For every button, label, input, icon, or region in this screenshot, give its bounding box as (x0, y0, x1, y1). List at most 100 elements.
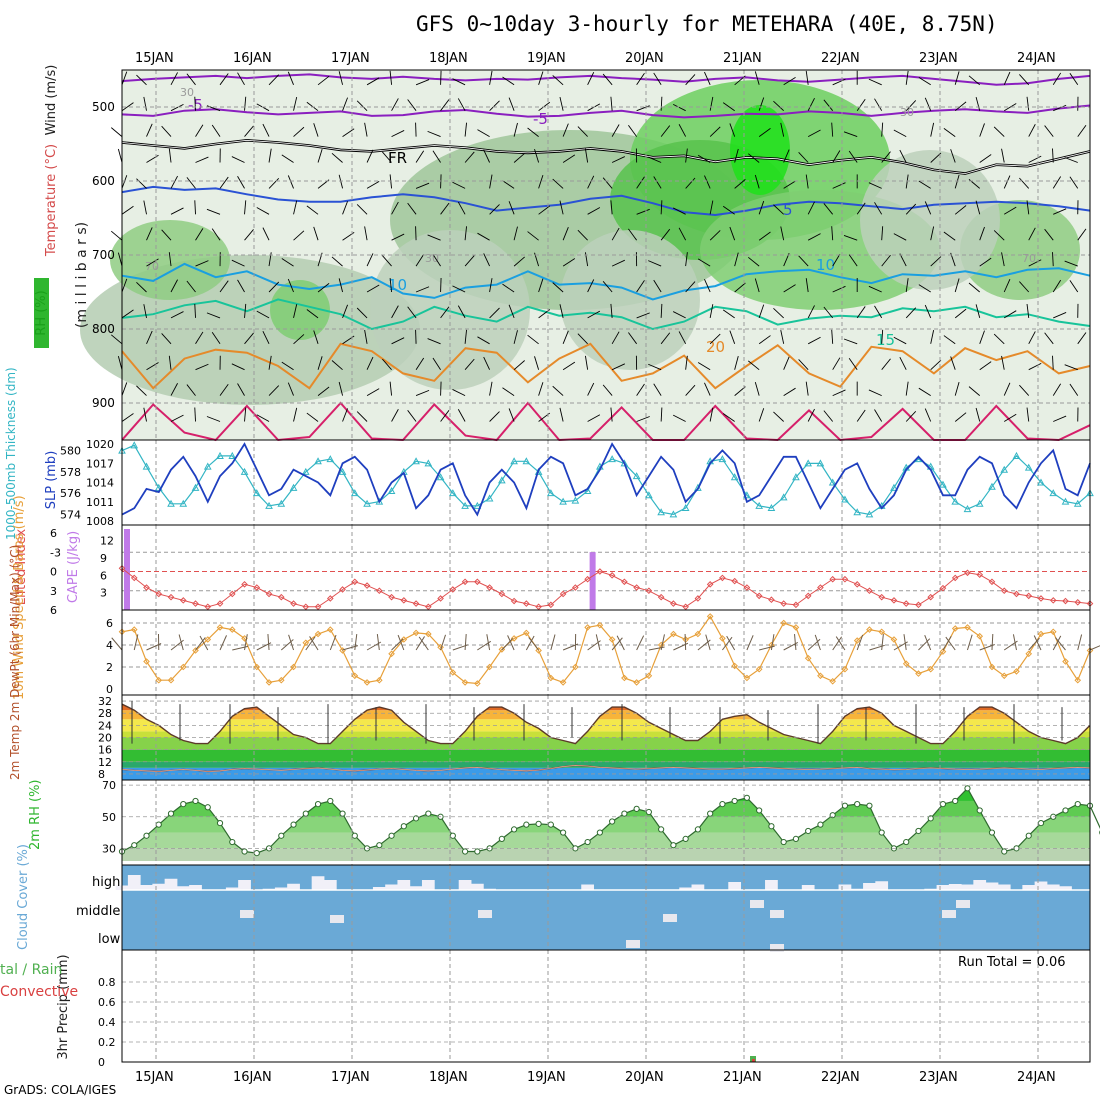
cloud-high-gap (189, 885, 202, 890)
surface-wind-barb (1055, 637, 1066, 651)
cloud-high-gap (801, 885, 815, 890)
wind-barb (1026, 96, 1030, 111)
thickness-point (988, 482, 996, 490)
wind-barb (648, 260, 662, 267)
thickness-point (681, 503, 690, 511)
thickness-point (804, 459, 813, 467)
wind-barb (584, 355, 589, 370)
wind-barb (1003, 279, 1011, 293)
wind-barb (832, 150, 841, 163)
wind-barb (306, 412, 319, 422)
wind-barb (477, 232, 490, 241)
lifted-index-point (780, 600, 787, 607)
wind-barb (729, 123, 736, 137)
wind-barb (117, 356, 123, 370)
rh-shading (270, 280, 330, 340)
wind-barb (452, 78, 466, 86)
lifted-index-point (572, 584, 579, 591)
wind-speed-point (412, 629, 420, 637)
wind-barb (527, 334, 539, 345)
wind-barb (685, 281, 696, 293)
wind-barb (823, 306, 834, 319)
wind-barb (1053, 312, 1067, 319)
wind-barb (734, 179, 746, 189)
wind-barb (1028, 227, 1036, 241)
wind-barb (636, 208, 650, 215)
wind-barb (313, 123, 319, 137)
thickness-point (473, 501, 482, 509)
precip-tick-label: 0 (98, 1056, 105, 1069)
wind-speed-point (376, 676, 383, 684)
wind-barb (748, 360, 760, 371)
rh-mask (122, 780, 1100, 854)
rh-contour-label: 30 (180, 86, 194, 99)
wind-barb (783, 356, 790, 370)
isotherm-label: 20 (706, 338, 725, 356)
wind-barb (1077, 228, 1087, 241)
wind-barb (805, 278, 809, 293)
wind-barb (244, 200, 247, 215)
thickness-point (571, 496, 580, 504)
wind-barb (262, 227, 270, 241)
wind-barb (968, 282, 981, 293)
wind-barb (954, 278, 960, 293)
wind-barb (440, 410, 450, 422)
precip-convective-bar (752, 1059, 755, 1062)
wind-speed-point (290, 663, 297, 671)
lifted-index-point (817, 584, 824, 591)
slp-tick-label: 1017 (86, 457, 114, 470)
wind-barb (856, 98, 866, 111)
wind-barb (1003, 71, 1011, 85)
thickness-point (559, 497, 567, 505)
slp-tick-label: 1020 (86, 438, 114, 451)
slp-frame (121, 439, 1091, 526)
lifted-index-point (425, 603, 432, 611)
wind-speed-point (314, 630, 322, 638)
thickness-tick-label: 574 (60, 508, 81, 521)
surface-wind-barb (507, 635, 515, 651)
thickness-point (841, 495, 849, 503)
thickness-point (179, 499, 188, 507)
wind-barb (1052, 279, 1062, 293)
rh-point (731, 797, 738, 805)
wind-barb (930, 152, 942, 163)
wind-barb (975, 200, 981, 215)
wind-speed-point (572, 663, 579, 671)
wind-barb (170, 72, 178, 86)
wind-barb (709, 230, 721, 241)
wind-barb (508, 97, 515, 111)
cloud-high-gap (140, 885, 153, 890)
lifted-index-point (1025, 592, 1033, 600)
wind-barb (975, 304, 981, 319)
wind-barb (950, 356, 956, 370)
thickness-point (1037, 478, 1045, 486)
rh2m-axis-label: 2m RH (%) (28, 779, 43, 850)
lifted-tick-label: 6 (50, 527, 57, 540)
grads-credit: GrADS: COLA/IGES (4, 1083, 117, 1097)
lifted-index-point (755, 592, 763, 600)
surface-wind-barb (178, 634, 184, 651)
wind-speed-point (449, 669, 457, 676)
thickness-point (755, 501, 764, 509)
cloud-clear-patch (626, 940, 640, 948)
wind-barb (773, 308, 784, 319)
wind-barb (415, 182, 430, 189)
wind-barb (534, 148, 540, 163)
rh-shading (860, 150, 1000, 290)
surface-wind-barb (329, 634, 337, 651)
wind-barb (168, 355, 172, 370)
thickness-point (130, 441, 139, 449)
wind-barb (758, 200, 765, 215)
wind-barb (722, 413, 735, 422)
wind-speed-point (804, 654, 812, 662)
isotherm-label: 10 (816, 256, 835, 274)
wind-barb (685, 252, 688, 267)
rh-point (523, 821, 530, 828)
wind-barb (798, 151, 809, 163)
wind-barb (356, 100, 368, 112)
lifted-index-point (486, 584, 493, 591)
thickness-point (485, 494, 494, 502)
wind-barb (611, 124, 620, 137)
rh-point (817, 821, 824, 828)
temp-tick-label: 32 (98, 695, 112, 708)
